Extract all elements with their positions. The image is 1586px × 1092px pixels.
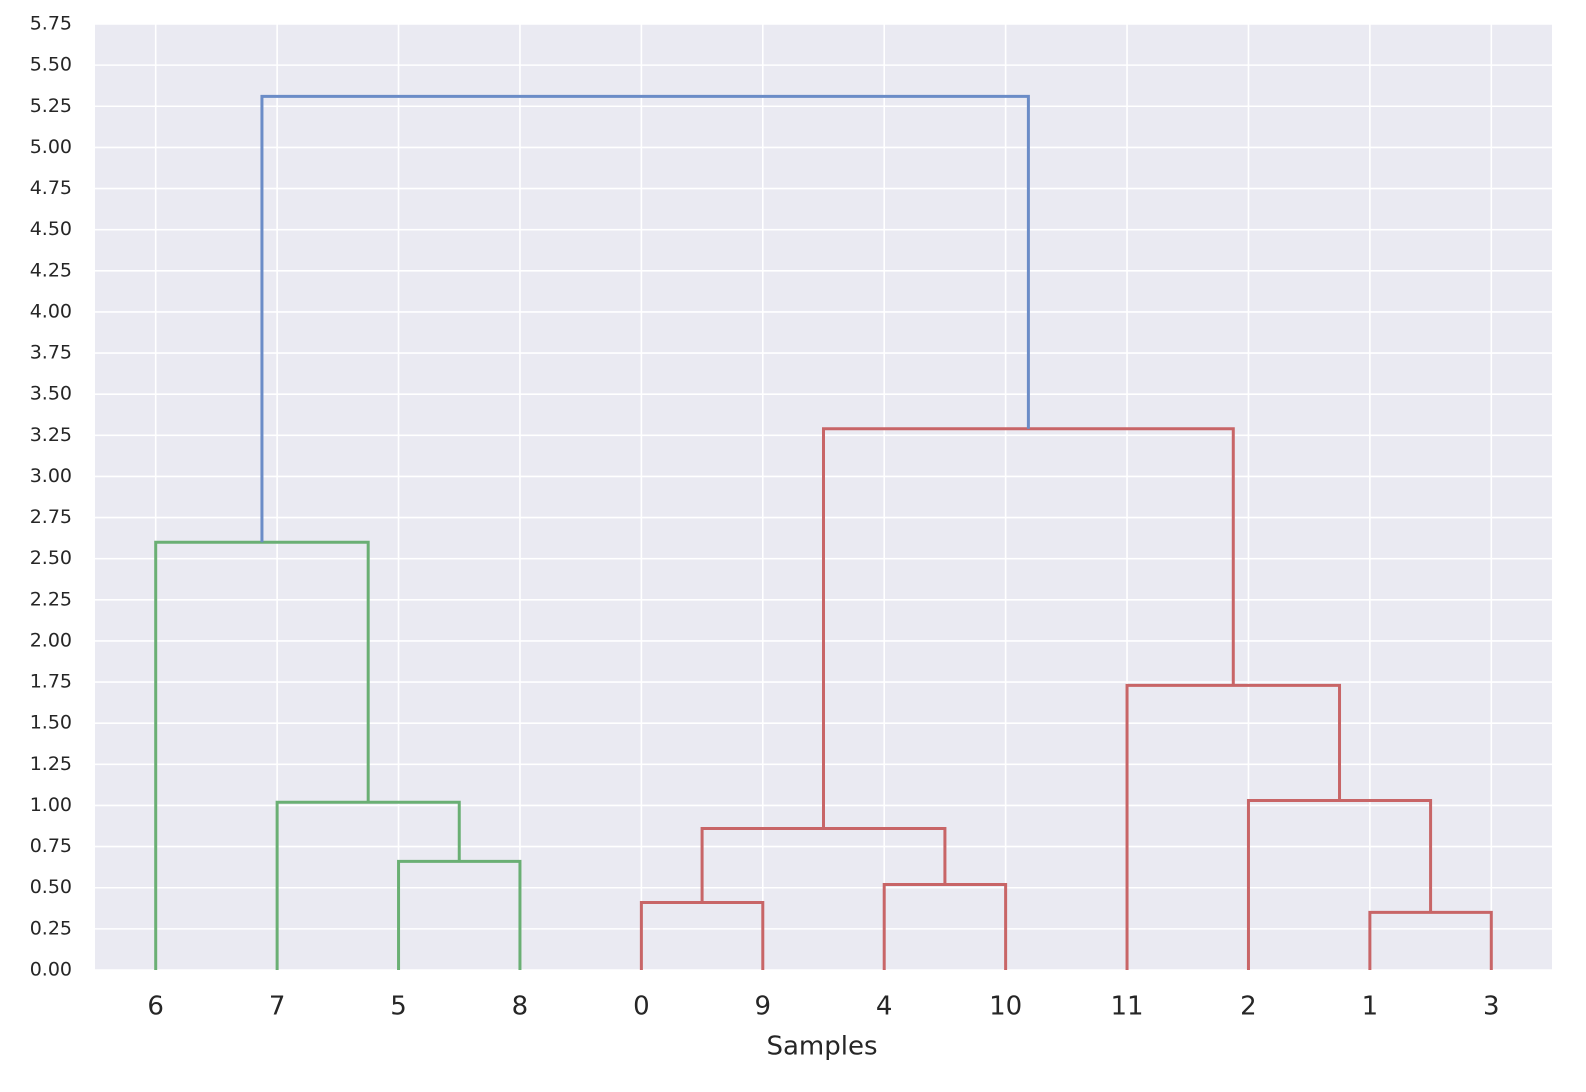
y-tick-label: 1.75 [30, 671, 72, 693]
y-tick-label: 1.25 [30, 753, 72, 775]
link [397, 859, 522, 970]
x-tick-label: 2 [1240, 992, 1257, 1022]
y-tick-label: 4.25 [30, 259, 72, 281]
y-tick-label: 3.25 [30, 424, 72, 446]
x-tick-label: 5 [390, 992, 407, 1022]
y-tick-label: 2.25 [30, 588, 72, 610]
y-tick-label: 1.50 [30, 712, 72, 734]
x-tick-label: 9 [755, 992, 772, 1022]
x-tick-label: 4 [876, 992, 893, 1022]
y-tick-label: 2.75 [30, 506, 72, 528]
y-tick-label: 3.75 [30, 342, 72, 364]
link [260, 94, 1030, 543]
y-tick-label: 0.75 [30, 835, 72, 857]
y-tick-label: 4.50 [30, 218, 72, 240]
x-tick-label: 7 [269, 992, 286, 1022]
y-tick-label: 3.50 [30, 383, 72, 405]
y-tick-label: 2.00 [30, 629, 72, 651]
y-tick-label: 5.00 [30, 136, 72, 158]
x-tick-label: 11 [1110, 992, 1143, 1022]
y-tick-label: 0.25 [30, 917, 72, 939]
y-tick-label: 0.50 [30, 876, 72, 898]
link [1246, 799, 1433, 970]
y-tick-label: 5.75 [30, 13, 72, 35]
x-tick-label: 3 [1483, 992, 1500, 1022]
y-tick-label: 4.75 [30, 177, 72, 199]
y-tick-label: 5.50 [30, 54, 72, 76]
link [275, 800, 461, 970]
y-tick-label: 1.00 [30, 794, 72, 816]
y-tick-label: 4.00 [30, 300, 72, 322]
x-tick-label: 0 [633, 992, 650, 1022]
x-tick-label: 6 [147, 992, 164, 1022]
x-tick-label: 10 [989, 992, 1022, 1022]
link [882, 882, 1008, 970]
y-tick-label: 5.25 [30, 95, 72, 117]
x-tick-label: 8 [512, 992, 529, 1022]
x-axis-label: Samples [766, 1032, 877, 1062]
y-tick-label: 0.00 [30, 959, 72, 981]
y-tick-label: 3.00 [30, 465, 72, 487]
x-tick-label: 1 [1362, 992, 1379, 1022]
y-tick-label: 2.50 [30, 547, 72, 569]
